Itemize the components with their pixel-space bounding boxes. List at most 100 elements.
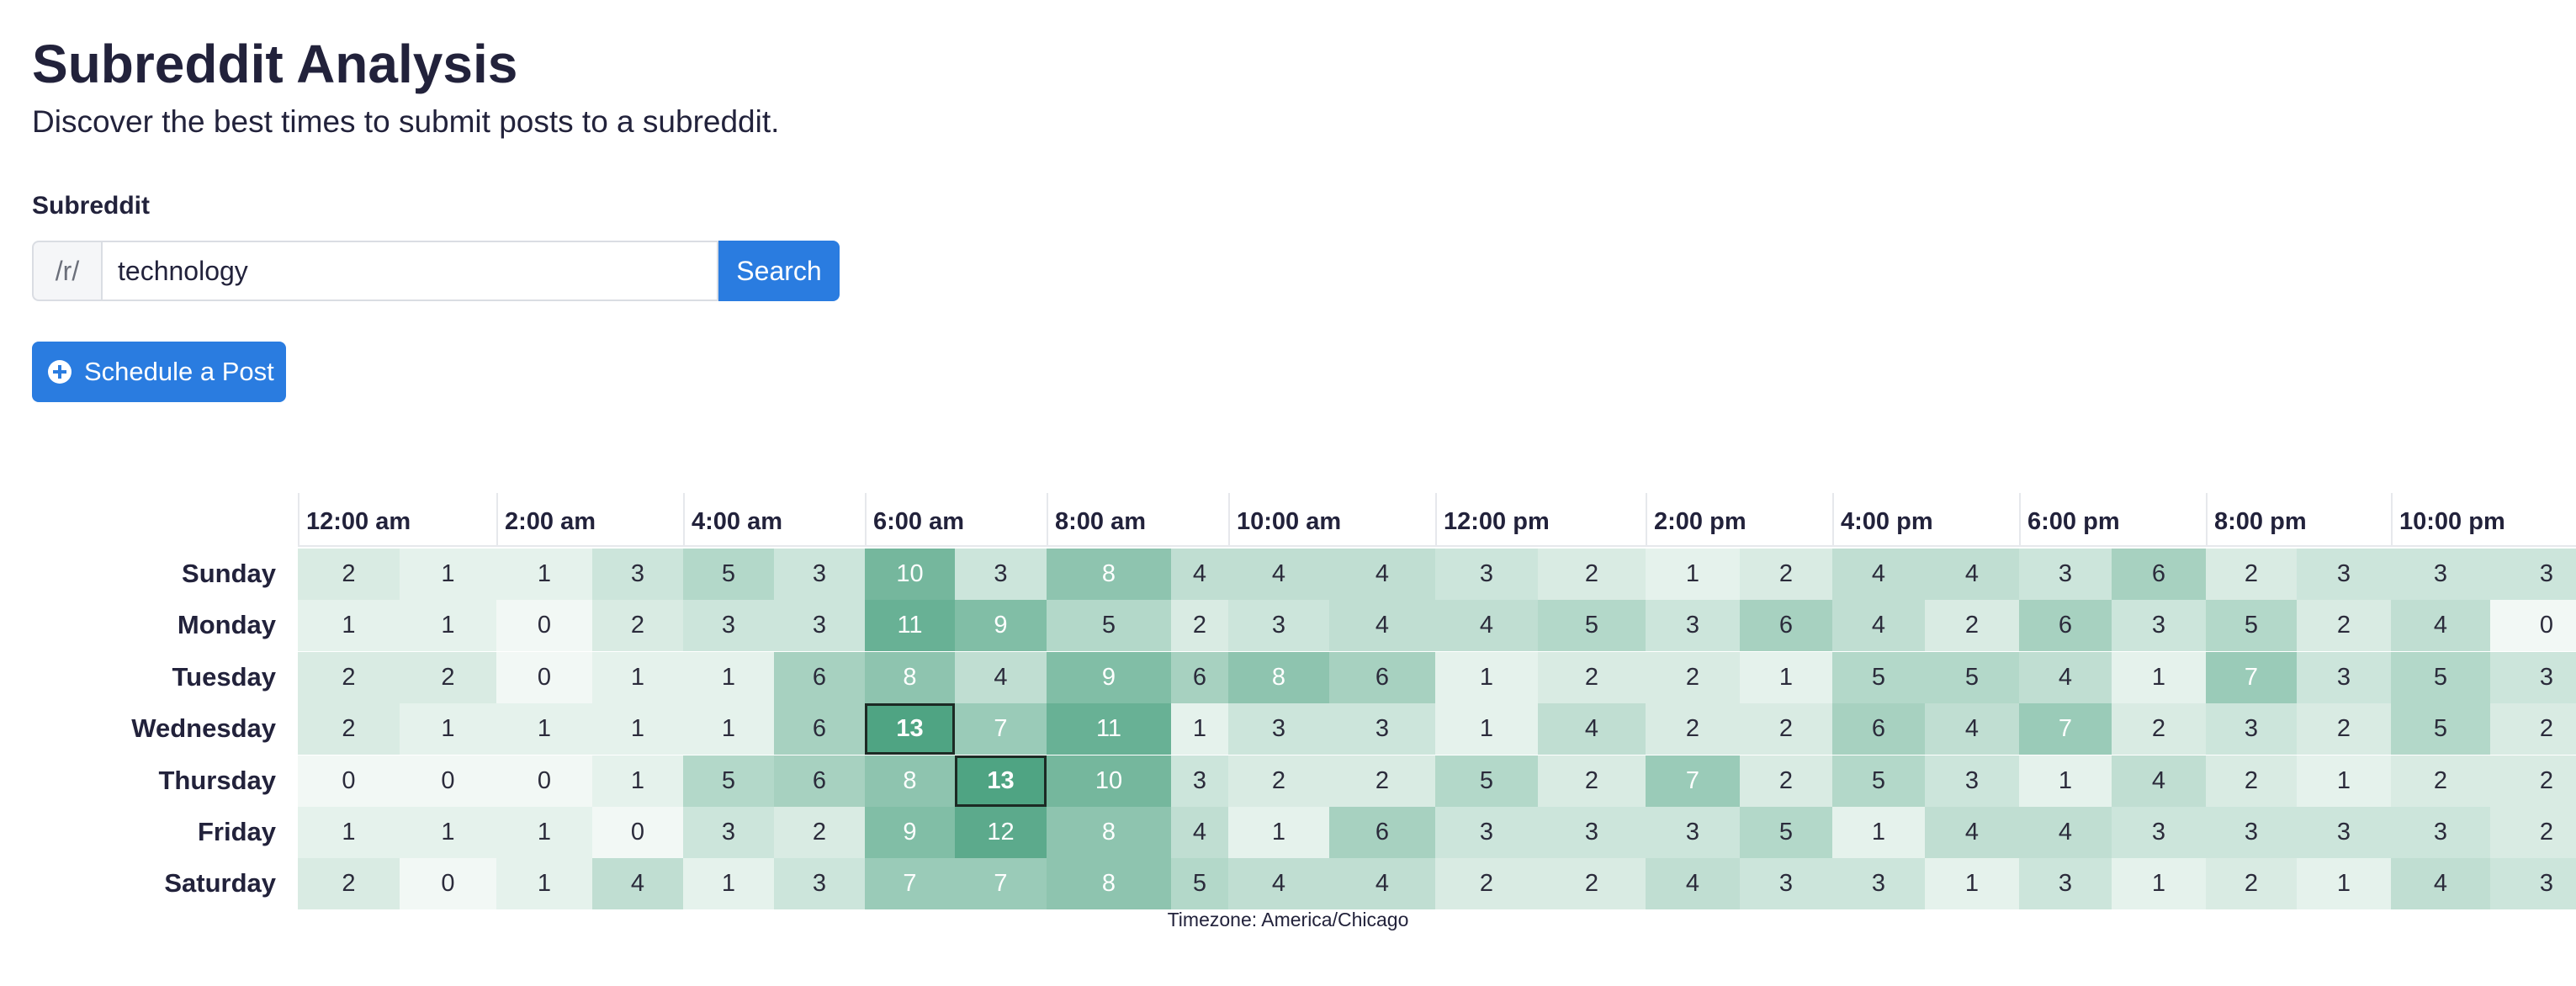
heatmap-cell[interactable]: 4 bbox=[1171, 807, 1228, 858]
heatmap-cell[interactable]: 5 bbox=[2391, 703, 2490, 755]
heatmap-cell[interactable]: 6 bbox=[1329, 807, 1435, 858]
heatmap-cell[interactable]: 4 bbox=[2019, 651, 2112, 703]
heatmap-cell[interactable]: 0 bbox=[298, 755, 400, 807]
heatmap-cell[interactable]: 2 bbox=[298, 858, 400, 910]
heatmap-cell[interactable]: 8 bbox=[865, 755, 955, 807]
heatmap-cell[interactable]: 2 bbox=[2490, 703, 2576, 755]
heatmap-cell[interactable]: 7 bbox=[955, 703, 1047, 755]
heatmap-cell[interactable]: 6 bbox=[2019, 600, 2112, 652]
heatmap-cell[interactable]: 0 bbox=[2490, 600, 2576, 652]
heatmap-cell[interactable]: 1 bbox=[592, 703, 683, 755]
schedule-post-button[interactable]: Schedule a Post bbox=[32, 342, 286, 402]
heatmap-cell[interactable]: 3 bbox=[1228, 600, 1329, 652]
heatmap-cell[interactable]: 2 bbox=[2297, 703, 2391, 755]
heatmap-cell[interactable]: 3 bbox=[2019, 858, 2112, 910]
heatmap-cell[interactable]: 3 bbox=[2112, 807, 2206, 858]
heatmap-cell[interactable]: 1 bbox=[496, 858, 592, 910]
heatmap-cell[interactable]: 4 bbox=[1228, 858, 1329, 910]
heatmap-cell[interactable]: 7 bbox=[2206, 651, 2297, 703]
heatmap-cell[interactable]: 6 bbox=[1832, 703, 1925, 755]
heatmap-cell[interactable]: 1 bbox=[1925, 858, 2019, 910]
heatmap-cell[interactable]: 3 bbox=[2206, 807, 2297, 858]
heatmap-cell[interactable]: 5 bbox=[2206, 600, 2297, 652]
heatmap-cell[interactable]: 2 bbox=[1740, 755, 1832, 807]
heatmap-cell[interactable]: 2 bbox=[1740, 549, 1832, 600]
heatmap-cell[interactable]: 3 bbox=[1646, 807, 1740, 858]
heatmap-cell[interactable]: 3 bbox=[2391, 549, 2490, 600]
heatmap-cell[interactable]: 3 bbox=[774, 600, 865, 652]
heatmap-cell[interactable]: 4 bbox=[955, 651, 1047, 703]
heatmap-cell[interactable]: 3 bbox=[1171, 755, 1228, 807]
heatmap-cell[interactable]: 12 bbox=[955, 807, 1047, 858]
heatmap-cell[interactable]: 2 bbox=[1435, 858, 1538, 910]
heatmap-cell[interactable]: 1 bbox=[496, 703, 592, 755]
heatmap-cell[interactable]: 1 bbox=[298, 600, 400, 652]
heatmap-cell[interactable]: 1 bbox=[2019, 755, 2112, 807]
heatmap-cell[interactable]: 1 bbox=[1228, 807, 1329, 858]
heatmap-cell[interactable]: 3 bbox=[1832, 858, 1925, 910]
heatmap-cell[interactable]: 1 bbox=[683, 858, 774, 910]
heatmap-cell[interactable]: 10 bbox=[1047, 755, 1171, 807]
heatmap-cell[interactable]: 3 bbox=[2490, 651, 2576, 703]
heatmap-cell[interactable]: 3 bbox=[2019, 549, 2112, 600]
heatmap-cell[interactable]: 3 bbox=[2297, 549, 2391, 600]
heatmap-cell[interactable]: 4 bbox=[2391, 600, 2490, 652]
heatmap-cell[interactable]: 4 bbox=[1171, 549, 1228, 600]
heatmap-cell[interactable]: 2 bbox=[2391, 755, 2490, 807]
heatmap-cell[interactable]: 1 bbox=[2112, 858, 2206, 910]
heatmap-cell[interactable]: 4 bbox=[1832, 600, 1925, 652]
heatmap-cell[interactable]: 2 bbox=[1646, 703, 1740, 755]
heatmap-cell[interactable]: 2 bbox=[1538, 755, 1646, 807]
heatmap-cell[interactable]: 0 bbox=[400, 858, 496, 910]
heatmap-cell[interactable]: 3 bbox=[1925, 755, 2019, 807]
heatmap-cell[interactable]: 1 bbox=[2297, 755, 2391, 807]
heatmap-cell[interactable]: 3 bbox=[592, 549, 683, 600]
heatmap-cell[interactable]: 8 bbox=[865, 651, 955, 703]
heatmap-cell[interactable]: 10 bbox=[865, 549, 955, 600]
heatmap-cell[interactable]: 2 bbox=[1925, 600, 2019, 652]
heatmap-cell[interactable]: 2 bbox=[298, 703, 400, 755]
heatmap-cell[interactable]: 7 bbox=[865, 858, 955, 910]
heatmap-cell[interactable]: 6 bbox=[1329, 651, 1435, 703]
heatmap-cell[interactable]: 3 bbox=[1740, 858, 1832, 910]
heatmap-cell[interactable]: 3 bbox=[774, 549, 865, 600]
heatmap-cell[interactable]: 8 bbox=[1047, 807, 1171, 858]
heatmap-cell[interactable]: 1 bbox=[683, 703, 774, 755]
heatmap-cell[interactable]: 8 bbox=[1228, 651, 1329, 703]
heatmap-cell[interactable]: 5 bbox=[1832, 755, 1925, 807]
heatmap-cell[interactable]: 1 bbox=[496, 549, 592, 600]
heatmap-cell[interactable]: 1 bbox=[592, 651, 683, 703]
heatmap-cell[interactable]: 2 bbox=[1228, 755, 1329, 807]
heatmap-cell[interactable]: 1 bbox=[1435, 703, 1538, 755]
heatmap-cell[interactable]: 1 bbox=[1832, 807, 1925, 858]
heatmap-cell[interactable]: 8 bbox=[1047, 549, 1171, 600]
heatmap-cell[interactable]: 1 bbox=[400, 703, 496, 755]
heatmap-cell[interactable]: 0 bbox=[496, 755, 592, 807]
heatmap-cell[interactable]: 3 bbox=[1329, 703, 1435, 755]
heatmap-cell[interactable]: 1 bbox=[1171, 703, 1228, 755]
heatmap-cell[interactable]: 3 bbox=[2391, 807, 2490, 858]
heatmap-cell[interactable]: 3 bbox=[2206, 703, 2297, 755]
heatmap-cell[interactable]: 0 bbox=[400, 755, 496, 807]
heatmap-cell[interactable]: 9 bbox=[865, 807, 955, 858]
heatmap-cell[interactable]: 3 bbox=[774, 858, 865, 910]
heatmap-cell[interactable]: 7 bbox=[1646, 755, 1740, 807]
heatmap-cell[interactable]: 2 bbox=[1740, 703, 1832, 755]
heatmap-cell[interactable]: 8 bbox=[1047, 858, 1171, 910]
heatmap-cell[interactable]: 1 bbox=[400, 807, 496, 858]
heatmap-cell[interactable]: 11 bbox=[865, 600, 955, 652]
heatmap-cell[interactable]: 4 bbox=[1329, 858, 1435, 910]
heatmap-cell[interactable]: 0 bbox=[496, 600, 592, 652]
heatmap-cell[interactable]: 4 bbox=[1329, 549, 1435, 600]
heatmap-cell[interactable]: 5 bbox=[1435, 755, 1538, 807]
heatmap-cell[interactable]: 5 bbox=[1925, 651, 2019, 703]
heatmap-cell[interactable]: 3 bbox=[683, 600, 774, 652]
heatmap-cell[interactable]: 4 bbox=[1538, 703, 1646, 755]
heatmap-cell[interactable]: 3 bbox=[2112, 600, 2206, 652]
heatmap-cell[interactable]: 6 bbox=[774, 755, 865, 807]
heatmap-cell[interactable]: 4 bbox=[1925, 549, 2019, 600]
heatmap-cell[interactable]: 3 bbox=[2490, 858, 2576, 910]
heatmap-cell[interactable]: 2 bbox=[1329, 755, 1435, 807]
heatmap-cell[interactable]: 1 bbox=[1435, 651, 1538, 703]
heatmap-cell[interactable]: 2 bbox=[1646, 651, 1740, 703]
